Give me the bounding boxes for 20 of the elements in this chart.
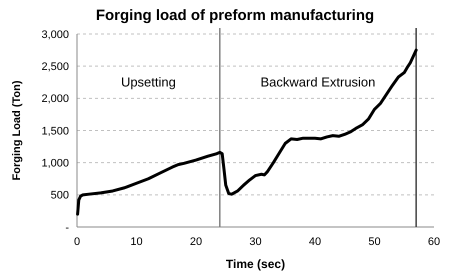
x-tick-label: 20 [190, 236, 202, 248]
y-tick-label: 1,500 [41, 125, 69, 138]
y-axis-title: Forging Load (Ton) [11, 80, 23, 180]
line-series [76, 48, 418, 216]
x-tick-label: 50 [368, 236, 381, 248]
x-axis-title: Time (sec) [226, 257, 286, 271]
x-tick-label: 0 [74, 236, 80, 248]
y-tick-label: 500 [50, 190, 69, 202]
y-tick-label: 2,500 [41, 61, 69, 74]
x-tick-label: 30 [249, 236, 262, 248]
y-tick-label: - [65, 222, 70, 234]
y-tick-label: 1,000 [41, 158, 69, 170]
y-tick-label: 2,000 [41, 93, 69, 106]
annotation: Backward Extrusion [260, 74, 376, 90]
chart-title: Forging load of preform manufacturing [96, 7, 374, 24]
y-tick-label: 3,000 [41, 28, 69, 41]
annotation: Upsetting [120, 74, 176, 90]
x-tick-label: 40 [308, 236, 322, 248]
x-tick-label: 10 [130, 236, 143, 248]
x-tick-label: 60 [428, 236, 440, 248]
